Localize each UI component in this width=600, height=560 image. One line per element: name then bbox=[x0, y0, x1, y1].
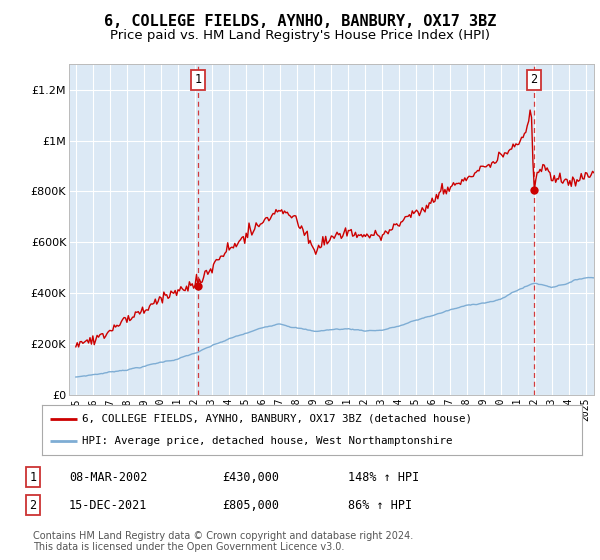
Text: 1: 1 bbox=[29, 470, 37, 484]
Text: 2: 2 bbox=[530, 73, 538, 86]
Text: Price paid vs. HM Land Registry's House Price Index (HPI): Price paid vs. HM Land Registry's House … bbox=[110, 29, 490, 42]
Text: £805,000: £805,000 bbox=[222, 498, 279, 512]
Text: 2: 2 bbox=[29, 498, 37, 512]
Text: 6, COLLEGE FIELDS, AYNHO, BANBURY, OX17 3BZ: 6, COLLEGE FIELDS, AYNHO, BANBURY, OX17 … bbox=[104, 14, 496, 29]
Text: 08-MAR-2002: 08-MAR-2002 bbox=[69, 470, 148, 484]
Text: 15-DEC-2021: 15-DEC-2021 bbox=[69, 498, 148, 512]
Text: Contains HM Land Registry data © Crown copyright and database right 2024.
This d: Contains HM Land Registry data © Crown c… bbox=[33, 531, 413, 552]
Text: £430,000: £430,000 bbox=[222, 470, 279, 484]
Text: 148% ↑ HPI: 148% ↑ HPI bbox=[348, 470, 419, 484]
Text: HPI: Average price, detached house, West Northamptonshire: HPI: Average price, detached house, West… bbox=[83, 436, 453, 446]
Text: 1: 1 bbox=[194, 73, 202, 86]
Text: 86% ↑ HPI: 86% ↑ HPI bbox=[348, 498, 412, 512]
Text: 6, COLLEGE FIELDS, AYNHO, BANBURY, OX17 3BZ (detached house): 6, COLLEGE FIELDS, AYNHO, BANBURY, OX17 … bbox=[83, 414, 473, 424]
